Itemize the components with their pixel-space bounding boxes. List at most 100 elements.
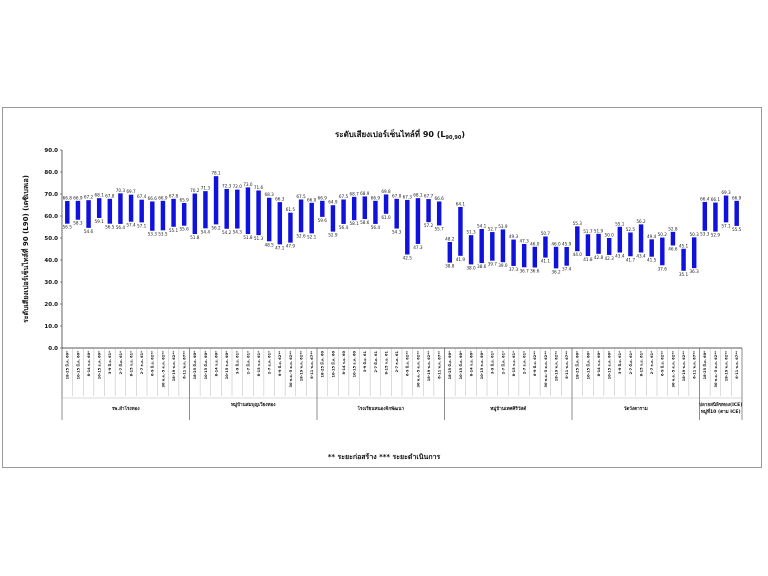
bar bbox=[235, 189, 240, 229]
value-label-high: 66.4 bbox=[700, 196, 710, 201]
value-label-low: 47.9 bbox=[286, 244, 296, 249]
value-label-high: 66.3 bbox=[275, 197, 285, 202]
y-tick-label: 20.0 bbox=[44, 302, 58, 308]
bar bbox=[691, 237, 697, 269]
value-label-high: 67.8 bbox=[392, 193, 402, 198]
value-label-high: 66.8 bbox=[63, 196, 73, 201]
value-label-high: 66.9 bbox=[318, 195, 328, 200]
value-label-high: 70.3 bbox=[116, 188, 126, 193]
bar bbox=[86, 200, 91, 228]
category-label: 10-15 มี.ค. 60* bbox=[458, 351, 463, 380]
bar bbox=[373, 200, 378, 224]
category-label: 18-25 มี.ค. 60 bbox=[320, 351, 325, 378]
value-label-low: 52.9 bbox=[328, 233, 338, 238]
bar bbox=[649, 239, 654, 257]
bar bbox=[65, 201, 70, 224]
value-label-high: 67.7 bbox=[424, 194, 434, 199]
value-label-high: 49.4 bbox=[647, 234, 657, 239]
value-label-low: 54.3 bbox=[392, 230, 402, 235]
value-label-low: 55.1 bbox=[169, 228, 179, 233]
bar bbox=[638, 224, 644, 253]
bar bbox=[415, 198, 421, 244]
value-label-high: 50.7 bbox=[541, 231, 551, 236]
bar bbox=[394, 198, 399, 229]
value-label-high: 68.1 bbox=[95, 193, 105, 198]
value-label-low: 42.3 bbox=[605, 256, 615, 261]
value-label-low: 58.1 bbox=[350, 221, 360, 226]
value-label-high: 68.7 bbox=[350, 191, 360, 196]
value-label-high: 51.3 bbox=[466, 230, 476, 235]
bar bbox=[383, 194, 389, 214]
bar bbox=[521, 243, 527, 268]
bar bbox=[670, 231, 676, 246]
value-label-high: 52.5 bbox=[626, 227, 636, 232]
value-label-low: 37.3 bbox=[509, 267, 519, 272]
category-label: 18-19 พ.ค. 62** bbox=[299, 351, 303, 381]
value-label-high: 50.0 bbox=[605, 233, 615, 238]
footnote: ** ระยะก่อสร้าง *** ระยะดำเนินการ bbox=[327, 453, 441, 461]
category-label: 8-15 ก.ย. 61 bbox=[384, 351, 388, 375]
chart-title: ระดับเสียงเปอร์เซ็นไทล์ที่ 90 (L90,90) bbox=[335, 128, 465, 141]
bar bbox=[575, 226, 580, 252]
bar bbox=[606, 238, 612, 255]
value-label-low: 59.6 bbox=[318, 218, 328, 223]
value-label-low: 56.5 bbox=[105, 225, 115, 230]
value-label-high: 46.0 bbox=[530, 241, 540, 246]
category-label: 8-14 ก.ย. 60* bbox=[469, 351, 473, 377]
value-label-low: 46.6 bbox=[668, 246, 678, 251]
group-label-line2: หมู่ที่10 (ตาม ICE) bbox=[701, 408, 741, 415]
group-label: วัดวังตาราม bbox=[624, 405, 648, 412]
category-label: 10-15 มี.ค. 60 bbox=[330, 351, 335, 378]
value-label-low: 56.4 bbox=[116, 225, 126, 230]
bar bbox=[320, 200, 325, 217]
value-label-low: 53.5 bbox=[158, 231, 168, 236]
category-label: 6-11 พ.ค. 67** bbox=[310, 351, 314, 379]
category-label: 2-7 ธ.ค. 61* bbox=[268, 351, 272, 374]
value-label-high: 78.1 bbox=[211, 171, 221, 176]
category-label: 18-25 มี.ค. 60* bbox=[575, 351, 580, 380]
value-label-high: 69.8 bbox=[381, 189, 391, 194]
bar bbox=[681, 248, 686, 271]
value-label-low: 58.3 bbox=[73, 221, 83, 226]
category-label: 2-7 มี.ค. 61* bbox=[245, 351, 250, 374]
y-tick-label: 40.0 bbox=[44, 258, 58, 264]
value-label-low: 41.7 bbox=[626, 257, 636, 262]
category-label: 2-7 ธ.ค. 61 bbox=[395, 351, 399, 373]
value-label-high: 68.1 bbox=[413, 193, 423, 198]
category-label: 30 พ.ค.-5 ต.ค. 62** bbox=[416, 351, 420, 388]
category-label: 8-14 ก.ย. 60* bbox=[597, 351, 601, 377]
value-label-high: 66.9 bbox=[371, 195, 381, 200]
bar bbox=[298, 199, 304, 233]
value-label-low: 61.0 bbox=[381, 215, 391, 220]
category-label: 18-19 พ.ค. 62** bbox=[554, 351, 558, 381]
value-label-low: 57.4 bbox=[126, 223, 136, 228]
category-label: 3-9 มิ.ย. 61* bbox=[107, 351, 112, 374]
value-label-high: 66.0 bbox=[307, 197, 317, 202]
y-tick-label: 0.0 bbox=[48, 346, 58, 352]
value-label-high: 66.9 bbox=[732, 195, 742, 200]
category-label: 10-15 ธ.ค. 60* bbox=[98, 351, 102, 379]
category-label: 6-9 มิ.ย. 62** bbox=[660, 351, 665, 376]
category-label: 8-14 ก.ย. 60* bbox=[87, 351, 91, 377]
value-label-low: 53.3 bbox=[700, 232, 710, 237]
value-label-low: 52.1 bbox=[307, 234, 317, 239]
value-label-high: 68.9 bbox=[360, 191, 370, 196]
y-tick-label: 50.0 bbox=[44, 236, 58, 242]
value-label-low: 56.2 bbox=[211, 225, 221, 230]
value-label-low: 52.6 bbox=[296, 233, 306, 238]
value-label-high: 66.6 bbox=[148, 196, 158, 201]
bar bbox=[585, 234, 591, 257]
y-tick-label: 10.0 bbox=[44, 324, 58, 330]
value-label-high: 52.8 bbox=[668, 226, 678, 231]
value-label-high: 67.5 bbox=[296, 194, 306, 199]
value-label-high: 51.9 bbox=[594, 228, 604, 233]
value-label-low: 55.7 bbox=[435, 226, 445, 231]
category-label: 18-19 พ.ค. 62** bbox=[724, 351, 728, 381]
value-label-high: 64.9 bbox=[328, 200, 338, 205]
category-label: 18-25 มี.ค. 60* bbox=[192, 351, 197, 380]
category-label: 3-9 มิ.ย. 61* bbox=[490, 351, 495, 374]
bar bbox=[245, 187, 251, 235]
bar bbox=[447, 241, 453, 263]
value-label-low: 41.5 bbox=[647, 258, 657, 263]
value-label-low: 48.5 bbox=[265, 242, 275, 247]
